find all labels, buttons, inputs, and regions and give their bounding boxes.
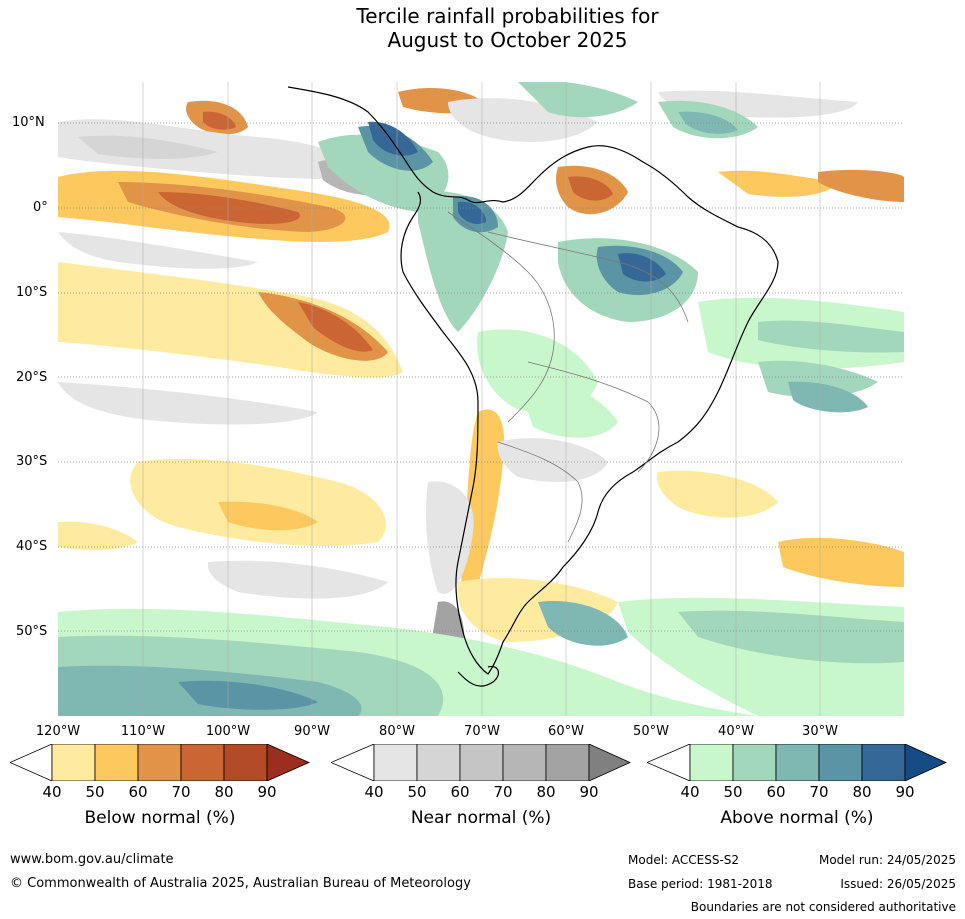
near-tick-50: 50 <box>407 783 427 801</box>
footer-disclaimer: Boundaries are not considered authoritat… <box>690 900 956 914</box>
lon-label-100w: 100°W <box>205 724 251 739</box>
near-tick-80: 80 <box>536 783 556 801</box>
colorbar-near-svg <box>329 743 631 782</box>
footer-base-period: Base period: 1981-2018 <box>628 877 773 891</box>
lon-label-80w: 80°W <box>379 724 415 739</box>
below-tick-80: 80 <box>214 783 234 801</box>
below-normal-patches <box>58 87 904 642</box>
lon-label-50w: 50°W <box>633 724 669 739</box>
above-tick-40: 40 <box>680 783 700 801</box>
lon-label-90w: 90°W <box>294 724 330 739</box>
colorbar-below-title: Below normal (%) <box>84 808 236 828</box>
below-tick-60: 60 <box>128 783 148 801</box>
above-tick-90: 90 <box>895 783 915 801</box>
near-tick-70: 70 <box>493 783 513 801</box>
lon-label-60w: 60°W <box>548 724 584 739</box>
colorbar-near-normal <box>329 743 631 782</box>
title-line-1: Tercile rainfall probabilities for <box>356 4 659 28</box>
lat-label-10s: 10°S <box>16 285 48 300</box>
lon-label-30w: 30°W <box>802 724 838 739</box>
below-tick-40: 40 <box>42 783 62 801</box>
lon-label-120w: 120°W <box>35 724 81 739</box>
near-tick-40: 40 <box>364 783 384 801</box>
below-tick-90: 90 <box>257 783 277 801</box>
above-tick-60: 60 <box>766 783 786 801</box>
footer-model: Model: ACCESS-S2 <box>628 853 740 867</box>
country-borders <box>447 211 689 543</box>
colorbar-near-title: Near normal (%) <box>410 808 552 828</box>
near-tick-60: 60 <box>450 783 470 801</box>
map-title: Tercile rainfall probabilities for Augus… <box>0 4 965 52</box>
footer-model-run: Model run: 24/05/2025 <box>818 853 956 867</box>
lat-label-20s: 20°S <box>16 370 48 385</box>
graticule <box>58 82 904 716</box>
footer-copyright: © Commonwealth of Australia 2025, Austra… <box>10 876 471 891</box>
colorbar-below-normal <box>9 743 310 782</box>
title-line-2: August to October 2025 <box>387 28 628 52</box>
colorbar-above-title: Above normal (%) <box>720 808 874 828</box>
lat-label-0: 0° <box>33 200 48 215</box>
above-tick-80: 80 <box>852 783 872 801</box>
above-tick-70: 70 <box>809 783 829 801</box>
lat-label-50s: 50°S <box>16 624 48 639</box>
lon-label-70w: 70°W <box>464 724 500 739</box>
near-tick-90: 90 <box>579 783 599 801</box>
lat-label-30s: 30°S <box>16 454 48 469</box>
colorbar-above-normal <box>645 743 947 782</box>
above-normal-patches <box>58 80 904 716</box>
above-tick-50: 50 <box>723 783 743 801</box>
lon-label-40w: 40°W <box>718 724 754 739</box>
colorbar-below-svg <box>9 743 310 782</box>
lon-label-110w: 110°W <box>120 724 166 739</box>
coastline <box>287 86 779 687</box>
footer-url: www.bom.gov.au/climate <box>10 852 174 867</box>
probability-map <box>58 80 904 716</box>
lat-label-10n: 10°N <box>12 115 45 130</box>
near-normal-patches <box>58 90 858 656</box>
footer-issued: Issued: 26/05/2025 <box>840 877 956 891</box>
below-tick-50: 50 <box>85 783 105 801</box>
below-tick-70: 70 <box>171 783 191 801</box>
colorbar-above-svg <box>645 743 947 782</box>
lat-label-40s: 40°S <box>16 539 48 554</box>
map-svg <box>58 80 904 716</box>
